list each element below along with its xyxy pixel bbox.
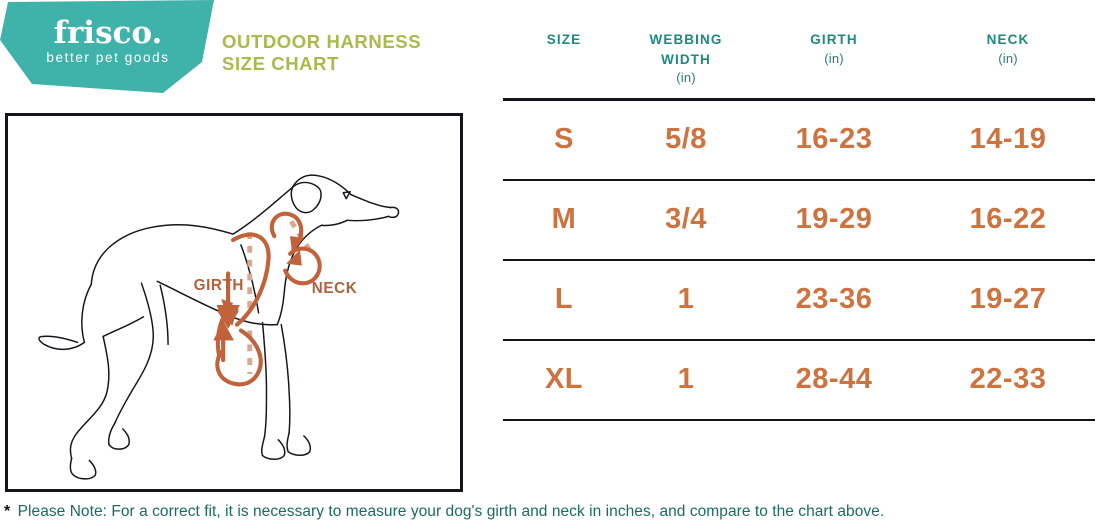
- cell-girth: 23-36: [747, 259, 921, 341]
- cell-size: L: [503, 259, 625, 341]
- cell-webbing-width: 1: [625, 339, 747, 421]
- footnote-text: Please Note: For a correct fit, it is ne…: [17, 503, 885, 520]
- table-row: XL 1 28-44 22-33: [503, 339, 1095, 421]
- cell-neck: 16-22: [921, 179, 1095, 261]
- brand-tagline: better pet goods: [46, 50, 170, 65]
- column-header-girth-label: GIRTH: [810, 32, 858, 47]
- column-header-webbing-width: WEBBING WIDTH (in): [625, 30, 747, 101]
- size-chart-table: SIZE WEBBING WIDTH (in) GIRTH (in) NECK …: [503, 30, 1095, 421]
- page-title-line-2: SIZE CHART: [222, 52, 339, 74]
- table-row: M 3/4 19-29 16-22: [503, 179, 1095, 261]
- page-title: OUTDOOR HARNESS SIZE CHART: [222, 31, 462, 75]
- cell-size: M: [503, 179, 625, 261]
- footnote: * Please Note: For a correct fit, it is …: [4, 503, 1104, 521]
- cell-size: XL: [503, 339, 625, 421]
- column-header-size: SIZE: [503, 30, 625, 101]
- cell-webbing-width: 1: [625, 259, 747, 341]
- cell-webbing-width: 5/8: [625, 99, 747, 181]
- neck-label: NECK: [312, 280, 358, 297]
- column-header-neck-label: NECK: [986, 32, 1030, 47]
- column-header-girth-unit: (in): [824, 50, 844, 66]
- cell-girth: 28-44: [747, 339, 921, 421]
- column-header-size-label: SIZE: [546, 32, 582, 47]
- cell-webbing-width: 3/4: [625, 179, 747, 261]
- column-header-webbing-width-label: WEBBING WIDTH: [649, 32, 723, 67]
- brand-wordmark: frisco.: [53, 15, 163, 51]
- column-header-webbing-width-unit: (in): [676, 70, 696, 86]
- frisco-logo-badge: [0, 0, 214, 94]
- footnote-marker: *: [4, 503, 11, 520]
- cell-girth: 16-23: [747, 99, 921, 181]
- dog-diagram-icon: GIRTH NECK: [38, 174, 400, 480]
- cell-size: S: [503, 99, 625, 181]
- column-header-girth: GIRTH (in): [747, 30, 921, 101]
- girth-label: GIRTH: [194, 277, 244, 294]
- logo-shape-icon: [0, 0, 214, 93]
- column-header-neck: NECK (in): [921, 30, 1095, 101]
- cell-neck: 19-27: [921, 259, 1095, 341]
- column-header-neck-unit: (in): [998, 50, 1018, 66]
- table-row: L 1 23-36 19-27: [503, 259, 1095, 341]
- page-title-line-1: OUTDOOR HARNESS: [222, 31, 422, 52]
- table-row: S 5/8 16-23 14-19: [503, 99, 1095, 181]
- cell-neck: 14-19: [921, 99, 1095, 181]
- table-header-row: SIZE WEBBING WIDTH (in) GIRTH (in) NECK …: [503, 30, 1095, 101]
- dog-measurement-illustration: GIRTH NECK: [5, 113, 463, 492]
- cell-girth: 19-29: [747, 179, 921, 261]
- cell-neck: 22-33: [921, 339, 1095, 421]
